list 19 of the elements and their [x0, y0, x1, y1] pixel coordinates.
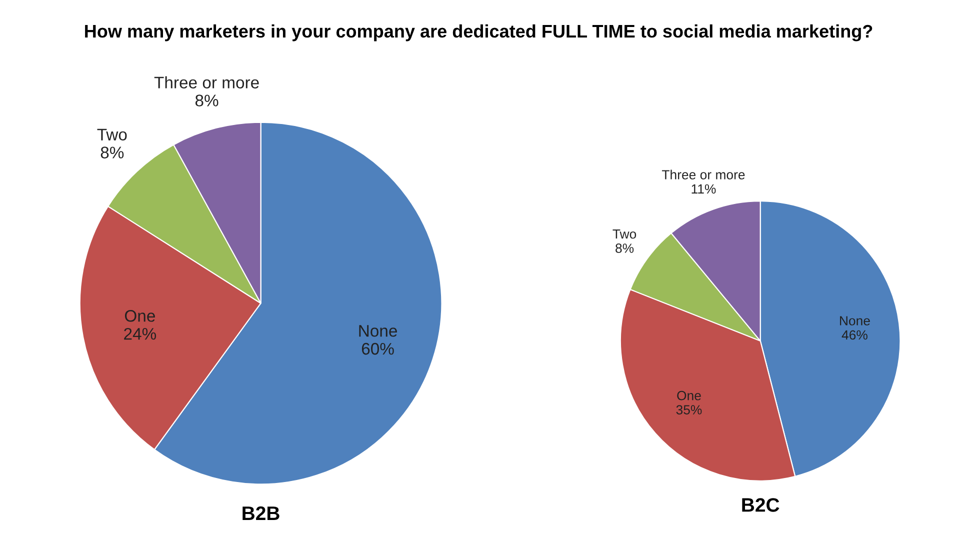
- text: B2C: [742, 498, 780, 512]
- slice-label: One: [124, 310, 155, 322]
- data-label: 8%: [195, 94, 218, 106]
- slice-label: None: [359, 325, 397, 337]
- text: How many marketers in your company are dedicated FULL TIME to social media marketing?: [85, 24, 872, 42]
- data-label: 24%: [124, 328, 156, 340]
- slice-label: Three or more: [154, 76, 259, 88]
- slice-label: Two: [97, 128, 127, 140]
- slice-label: None: [840, 316, 870, 326]
- slice-label: Two: [612, 229, 636, 239]
- data-label: 46%: [842, 330, 868, 340]
- data-label: 8%: [100, 146, 124, 158]
- data-label: 11%: [692, 184, 716, 194]
- data-label: 35%: [676, 405, 702, 414]
- data-label: 60%: [362, 342, 394, 355]
- slice-label: Three or more: [662, 170, 745, 180]
- slice-label: One: [677, 390, 701, 400]
- text: B2B: [242, 506, 280, 520]
- data-label: 8%: [616, 244, 634, 253]
